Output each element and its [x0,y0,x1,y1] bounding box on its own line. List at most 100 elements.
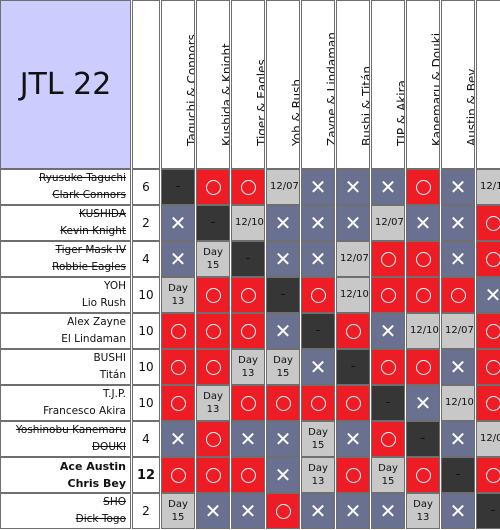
result-loss: ✕ [406,205,440,241]
circle-icon [310,395,326,411]
result-scheduled: 12/07 [336,241,370,277]
wrestler-name: Ace Austin [59,460,126,473]
result-loss: ✕ [161,421,195,457]
column-header-label: Austin & Bey [465,68,475,146]
team-names: T.J.P. Francesco Akira [0,385,131,421]
result-self: - [371,385,405,421]
team-names: YOH Lio Rush [0,277,131,313]
cross-icon: ✕ [344,175,362,199]
cross-icon: ✕ [274,247,292,271]
result-scheduled: 12/10 [406,313,440,349]
result-scheduled: Day 13 [406,493,440,529]
result-loss: ✕ [441,169,475,205]
wrestler-name: Tiger Mask IV [55,244,126,256]
wrestler-name: Ryusuke Taguchi [39,172,126,184]
team-points: 6 [132,169,160,205]
team-points: 12 [132,457,160,493]
cross-icon: ✕ [309,499,327,523]
scheduled-date: Day 15 [203,247,223,271]
result-self: - [441,457,475,493]
scheduled-date: 12/07 [375,217,404,228]
result-win [406,241,440,277]
result-win [371,349,405,385]
circle-icon [240,323,256,339]
result-scheduled: Day 13 [196,385,230,421]
result-self: - [476,493,500,529]
circle-icon [205,431,221,447]
scheduled-date: 12/07 [445,325,474,336]
circle-icon [485,359,500,375]
result-win [476,205,500,241]
circle-icon [380,359,396,375]
result-win [441,277,475,313]
team-names: SHO Dick Togo [0,493,131,529]
result-win [231,457,265,493]
scheduled-date: 12/07 [270,181,299,192]
circle-icon [345,395,361,411]
column-header: TJP & Akira [371,0,405,169]
circle-icon [485,467,500,483]
result-scheduled: Day 15 [266,349,300,385]
result-win [476,313,500,349]
result-self: - [266,277,300,313]
circle-icon [240,395,256,411]
circle-icon [240,467,256,483]
circle-icon [380,431,396,447]
result-loss: ✕ [336,205,370,241]
scheduled-date: Day 15 [273,355,293,379]
circle-icon [450,287,466,303]
column-header-label: Taguchi & Connors [185,34,195,146]
result-loss: ✕ [231,493,265,529]
circle-icon [275,395,291,411]
result-self: - [406,421,440,457]
result-win [196,421,230,457]
column-header-label: Kanemaru & Douki [430,32,440,146]
self-match-dash: - [175,179,181,194]
circle-icon [485,395,500,411]
circle-icon [170,467,186,483]
scheduled-date: Day 15 [308,427,328,451]
scheduled-date: 12/10 [410,325,439,336]
scheduled-date: Day 13 [203,391,223,415]
cross-icon: ✕ [449,211,467,235]
result-scheduled: 12/10 [231,205,265,241]
result-scheduled: 12/07 [441,313,475,349]
result-win [196,277,230,313]
circle-icon [240,179,256,195]
cross-icon: ✕ [169,427,187,451]
column-header: Sho & Togo [476,0,500,169]
result-scheduled: 12/10 [441,385,475,421]
cross-icon: ✕ [449,355,467,379]
result-loss: ✕ [441,241,475,277]
wrestler-name: Clark Connors [52,189,126,201]
team-names: Ryusuke Taguchi Clark Connors [0,169,131,205]
circle-icon [485,251,500,267]
result-win [336,457,370,493]
self-match-dash: - [490,503,496,518]
cross-icon: ✕ [204,499,222,523]
column-header-label: TJP & Akira [395,80,405,146]
circle-icon [415,359,431,375]
result-win [161,457,195,493]
self-match-dash: - [210,215,216,230]
column-header-label: Zayne & Lindaman [325,32,335,146]
result-win [196,169,230,205]
circle-icon [170,395,186,411]
result-loss: ✕ [371,169,405,205]
result-loss: ✕ [301,493,335,529]
cross-icon: ✕ [379,175,397,199]
result-scheduled: 12/07 [371,205,405,241]
circle-icon [170,359,186,375]
scheduled-date: Day 13 [238,355,258,379]
wrestler-name: Alex Zayne [67,316,126,328]
points-header [132,0,160,169]
self-match-dash: - [280,287,286,302]
column-header: Austin & Bey [441,0,475,169]
team-points: 4 [132,421,160,457]
result-win [161,385,195,421]
result-scheduled: Day 13 [301,457,335,493]
circle-icon [345,467,361,483]
circle-icon [275,503,291,519]
